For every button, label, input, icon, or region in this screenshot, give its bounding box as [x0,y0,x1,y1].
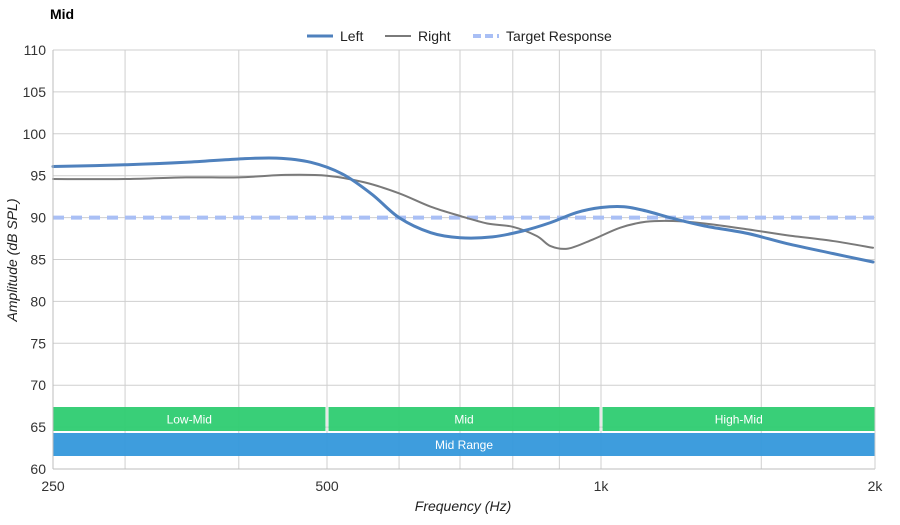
y-tick-label: 90 [30,210,46,226]
x-tick-label: 250 [41,478,65,494]
grid [52,49,876,470]
band-label: Mid Range [435,438,493,452]
y-tick-label: 105 [23,84,47,100]
axes [52,50,876,470]
y-tick-label: 75 [30,335,46,351]
x-tick-label: 1k [594,478,610,494]
band-label: High-Mid [715,413,763,427]
band-label: Mid [454,413,473,427]
y-tick-label: 60 [30,461,46,477]
tick-labels: 60 65 70 75 80 85 90 95 100 105 110 250 500 1k 2k [23,42,884,494]
series-line-left [51,156,875,264]
y-tick-label: 65 [30,419,46,435]
y-tick-label: 100 [23,126,47,142]
band-label: Low-Mid [167,413,212,427]
x-tick-label: 500 [315,478,339,494]
x-tick-label: 2k [868,478,884,494]
frequency-bands: Low-Mid Mid High-Mid Mid Range [53,407,875,456]
y-tick-label: 95 [30,168,46,184]
chart-title: Mid [50,6,74,22]
y-tick-label: 110 [24,42,47,58]
x-axis-label: Frequency (Hz) [415,498,511,514]
y-tick-label: 80 [30,293,46,309]
band-mid-range [53,433,875,456]
series-lines [51,156,875,264]
y-tick-label: 85 [30,252,46,268]
y-tick-label: 70 [30,377,46,393]
legend-label-right: Right [418,28,451,44]
band-mid [328,407,600,431]
legend-label-target-response: Target Response [506,28,612,44]
legend: Left Right Target Response [307,28,612,44]
band-low-mid [53,407,326,431]
legend-label-left: Left [340,28,363,44]
y-axis-label: Amplitude (dB SPL) [4,199,20,323]
band-high-mid [602,407,875,431]
